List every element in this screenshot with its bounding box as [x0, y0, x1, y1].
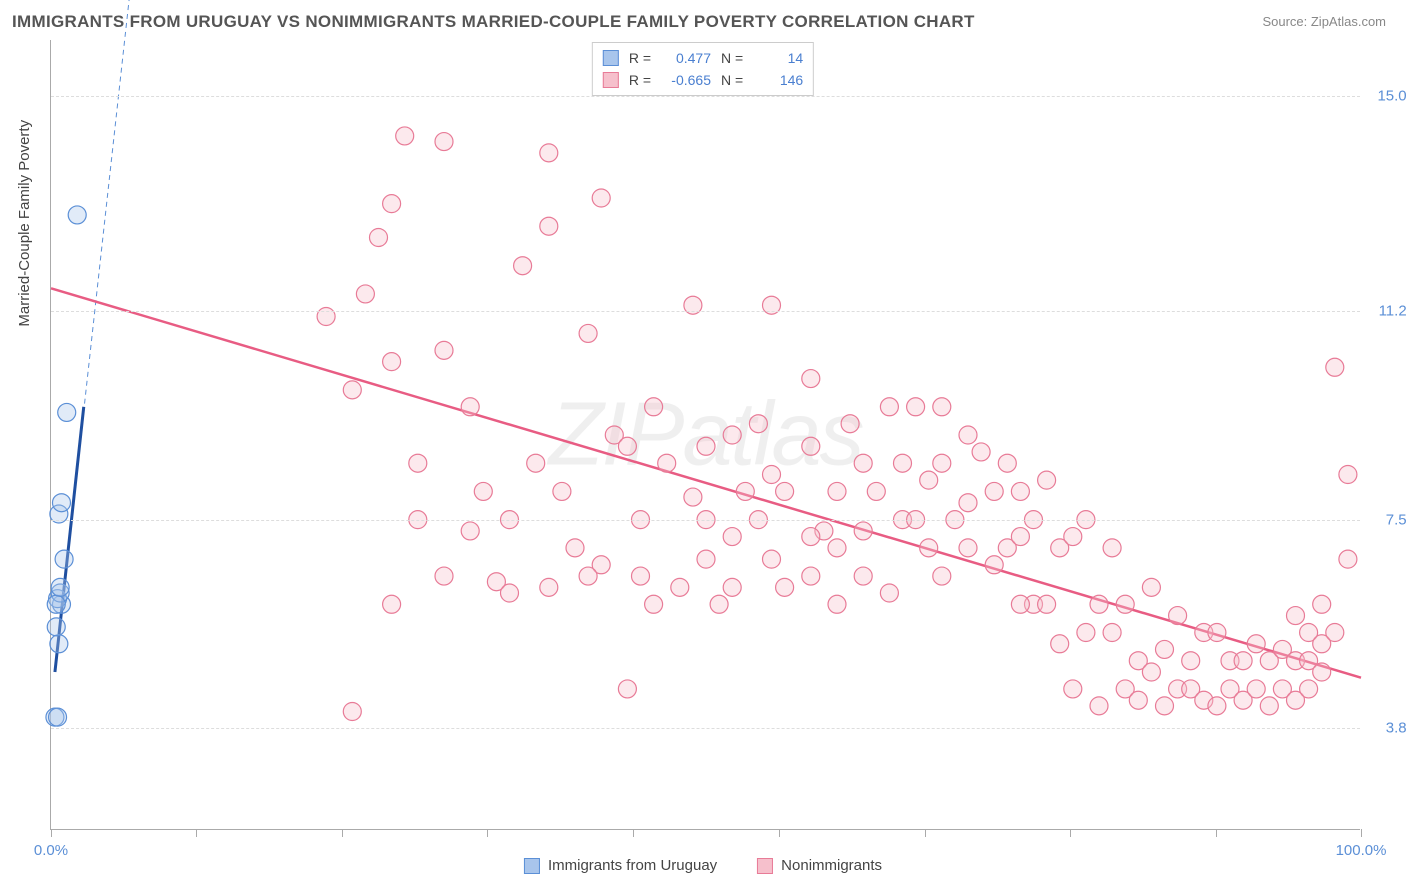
gridline: [51, 311, 1360, 312]
stat-n-label: N =: [721, 69, 743, 91]
x-tick: [1216, 829, 1217, 837]
legend-swatch-icon: [603, 50, 619, 66]
legend-swatch-icon: [524, 858, 540, 874]
stat-n-value: 14: [753, 47, 803, 69]
x-tick: [779, 829, 780, 837]
x-tick: [925, 829, 926, 837]
x-tick: [633, 829, 634, 837]
legend-bottom: Immigrants from Uruguay Nonimmigrants: [524, 857, 882, 874]
stat-r-label: R =: [629, 47, 651, 69]
legend-stats-row-1: R = -0.665 N = 146: [603, 69, 803, 91]
x-tick: [342, 829, 343, 837]
gridline: [51, 96, 1360, 97]
x-tick-label: 0.0%: [34, 842, 68, 859]
plot-area: ZIPatlas 3.8%7.5%11.2%15.0%0.0%100.0%: [50, 40, 1360, 830]
plot-svg: [51, 40, 1360, 829]
chart-title: IMMIGRANTS FROM URUGUAY VS NONIMMIGRANTS…: [12, 12, 975, 32]
legend-item-0: Immigrants from Uruguay: [524, 857, 717, 874]
x-tick: [1070, 829, 1071, 837]
x-tick: [196, 829, 197, 837]
gridline: [51, 520, 1360, 521]
legend-label: Nonimmigrants: [781, 857, 882, 874]
x-tick: [1361, 829, 1362, 837]
source-label: Source: ZipAtlas.com: [1262, 14, 1386, 29]
legend-label: Immigrants from Uruguay: [548, 857, 717, 874]
y-tick-label: 3.8%: [1365, 720, 1406, 737]
y-tick-label: 11.2%: [1365, 302, 1406, 319]
legend-item-1: Nonimmigrants: [757, 857, 882, 874]
stat-r-value: -0.665: [661, 69, 711, 91]
legend-swatch-icon: [757, 858, 773, 874]
y-tick-label: 15.0%: [1365, 88, 1406, 105]
x-tick: [487, 829, 488, 837]
stat-r-label: R =: [629, 69, 651, 91]
legend-swatch-icon: [603, 72, 619, 88]
stat-n-label: N =: [721, 47, 743, 69]
legend-stats: R = 0.477 N = 14 R = -0.665 N = 146: [592, 42, 814, 96]
stat-n-value: 146: [753, 69, 803, 91]
stat-r-value: 0.477: [661, 47, 711, 69]
legend-stats-row-0: R = 0.477 N = 14: [603, 47, 803, 69]
gridline: [51, 728, 1360, 729]
y-axis-title: Married-Couple Family Poverty: [16, 120, 33, 327]
x-tick: [51, 829, 52, 837]
y-tick-label: 7.5%: [1365, 511, 1406, 528]
x-tick-label: 100.0%: [1336, 842, 1387, 859]
